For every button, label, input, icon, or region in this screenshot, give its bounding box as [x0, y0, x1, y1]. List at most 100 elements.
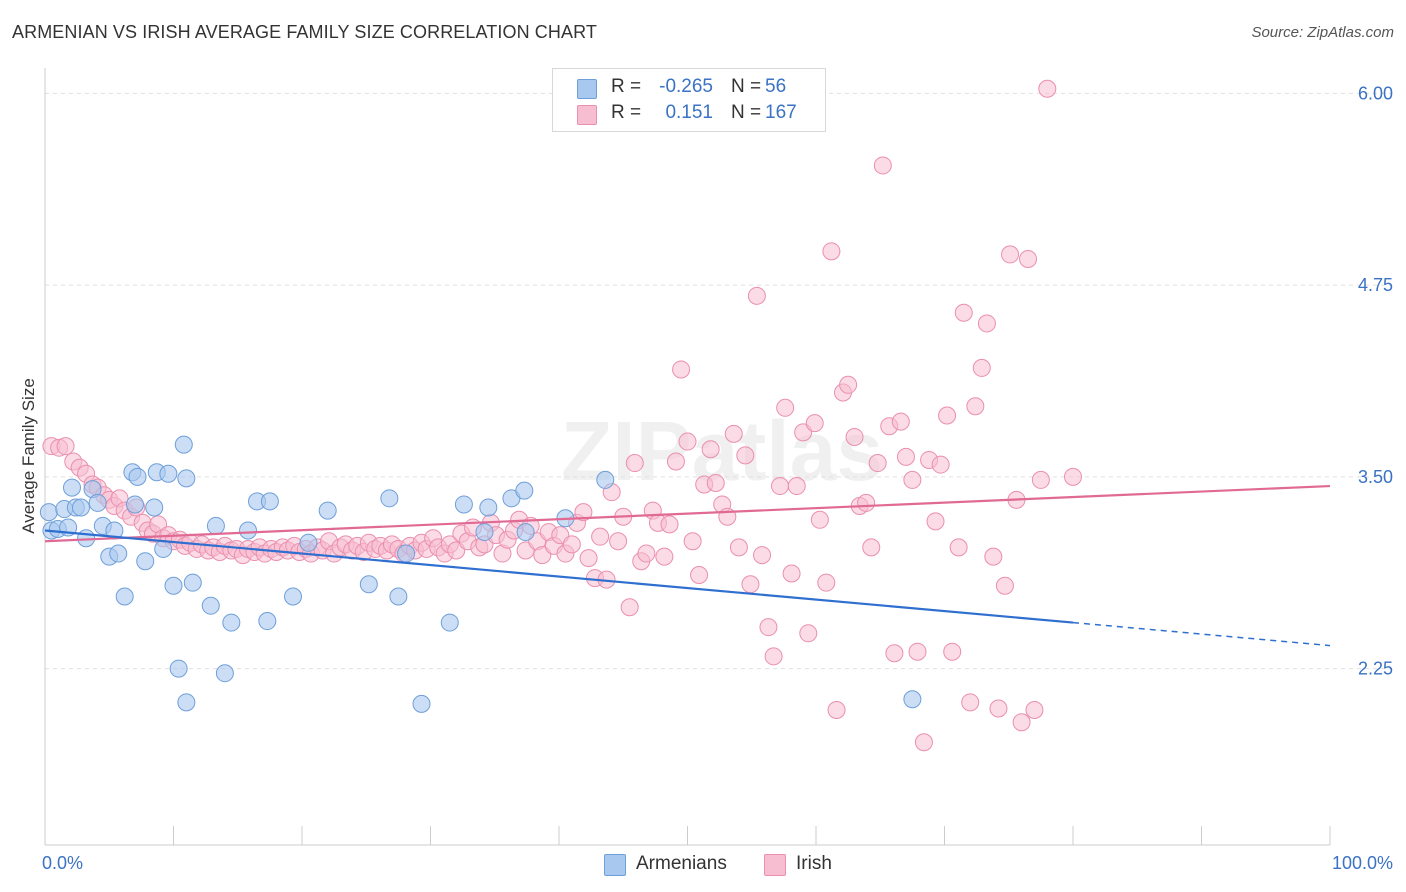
armenian-point — [62, 478, 81, 497]
armenian-point — [215, 664, 234, 683]
armenian-point — [125, 495, 144, 514]
irish-point — [562, 535, 581, 554]
armenian-point — [260, 492, 279, 511]
n-value: 167 — [765, 102, 797, 123]
trend-lines — [44, 484, 1331, 647]
irish-point — [736, 446, 755, 465]
n-value: 56 — [765, 76, 787, 97]
irish-point — [839, 375, 858, 394]
armenian-point — [515, 481, 534, 500]
source-credit: Source: ZipAtlas.com — [1251, 24, 1394, 41]
irish-point — [966, 397, 985, 416]
armenian-point — [201, 596, 220, 615]
armenian-trend-line — [44, 529, 1074, 624]
irish-point — [764, 647, 783, 666]
x-tick-label: 100.0% — [1332, 853, 1393, 873]
irish-point — [690, 566, 709, 585]
armenians-swatch — [577, 79, 597, 99]
armenian-point — [115, 587, 134, 606]
armenian-point — [475, 523, 494, 542]
irish-point — [908, 642, 927, 661]
armenian-point — [596, 470, 615, 489]
y-tick-label: 4.75 — [1358, 275, 1393, 295]
irish-trend-line — [44, 484, 1331, 543]
n-label: N = — [731, 76, 762, 97]
irish-point — [873, 156, 892, 175]
armenian-point — [109, 544, 128, 563]
armenian-point — [136, 552, 155, 571]
legend-item-irish: Irish — [764, 852, 854, 876]
armenian-point — [222, 613, 241, 632]
legend-item-armenians: Armenians — [604, 852, 744, 876]
irish-point — [747, 286, 766, 305]
armenian-point — [169, 659, 188, 678]
irish-point — [655, 547, 674, 566]
irish-point — [885, 644, 904, 663]
irish-point — [660, 515, 679, 534]
irish-point — [666, 452, 685, 471]
irish-point — [995, 576, 1014, 595]
irish-point — [862, 538, 881, 557]
irish-point — [683, 532, 702, 551]
armenian-point — [174, 435, 193, 454]
irish-point — [1031, 470, 1050, 489]
irish-point — [817, 573, 836, 592]
irish-swatch — [577, 105, 597, 125]
irish-point — [759, 618, 778, 637]
y-tick-label: 6.00 — [1358, 83, 1393, 103]
irish-point — [903, 470, 922, 489]
irish-point — [845, 427, 864, 446]
irish-point — [672, 360, 691, 379]
armenian-point — [145, 498, 164, 517]
armenian-point — [318, 501, 337, 520]
irish-point — [741, 575, 760, 594]
armenian-point — [479, 498, 498, 517]
irish-point — [574, 503, 593, 522]
irish-point — [943, 642, 962, 661]
irish-point — [938, 406, 957, 425]
armenian-point — [154, 539, 173, 558]
irish-point — [799, 624, 818, 643]
irish-point — [931, 455, 950, 474]
legend-row-irish: R = 0.151 N = 167 — [553, 101, 825, 127]
irish-point — [729, 538, 748, 557]
armenian-point — [299, 533, 318, 552]
irish-point — [949, 538, 968, 557]
n-label: N = — [731, 102, 762, 123]
stats-legend: R = -0.265 N = 56 R = 0.151 N = 167 — [552, 68, 826, 132]
armenian-point — [454, 495, 473, 514]
r-value: 0.151 — [665, 102, 713, 123]
irish-point — [810, 510, 829, 529]
armenian-point — [440, 613, 459, 632]
chart-title: ARMENIAN VS IRISH AVERAGE FAMILY SIZE CO… — [12, 22, 597, 42]
axes — [44, 68, 1331, 846]
y-axis-label: Average Family Size — [19, 378, 38, 534]
irish-point — [579, 549, 598, 568]
armenian-point — [284, 587, 303, 606]
armenians-legend-swatch — [604, 854, 626, 876]
irish-point — [625, 454, 644, 473]
y-tick-label: 2.25 — [1358, 659, 1393, 679]
armenian-point — [39, 503, 58, 522]
armenian-point — [164, 576, 183, 595]
r-label: R = — [611, 76, 642, 97]
irish-point — [954, 303, 973, 322]
armenian-point — [206, 516, 225, 535]
irish-point — [1012, 713, 1031, 732]
irish-point — [984, 547, 1003, 566]
armenian-point — [88, 493, 107, 512]
irish-point — [805, 414, 824, 433]
irish-point — [961, 693, 980, 712]
irish-point — [678, 432, 697, 451]
armenians-legend-label: Armenians — [636, 853, 727, 874]
armenian-point — [397, 544, 416, 563]
irish-point — [1001, 245, 1020, 264]
irish-point — [787, 477, 806, 496]
irish-point — [868, 454, 887, 473]
irish-point — [914, 733, 933, 752]
irish-point — [56, 437, 75, 456]
irish-point — [926, 512, 945, 531]
x-tick-labels: 0.0% 100.0% — [42, 853, 1393, 873]
irish-point — [620, 598, 639, 617]
